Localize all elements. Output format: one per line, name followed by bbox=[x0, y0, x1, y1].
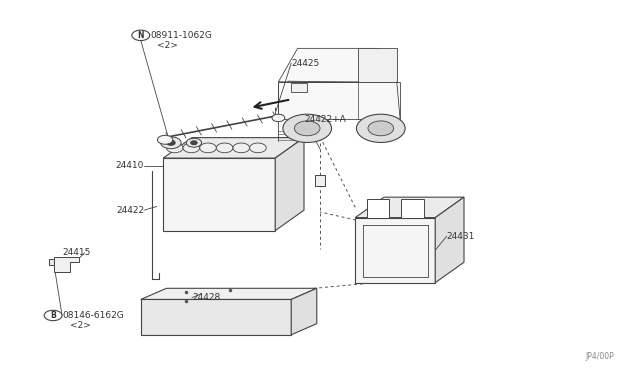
Text: B: B bbox=[51, 311, 56, 320]
Circle shape bbox=[161, 137, 181, 149]
Text: 24428: 24428 bbox=[192, 293, 220, 302]
Polygon shape bbox=[355, 197, 464, 218]
Text: 08146-6162G: 08146-6162G bbox=[63, 311, 124, 320]
Circle shape bbox=[272, 114, 285, 122]
Text: <2>: <2> bbox=[157, 41, 178, 50]
Circle shape bbox=[44, 310, 62, 321]
Text: <2>: <2> bbox=[70, 321, 92, 330]
Circle shape bbox=[183, 143, 200, 153]
Text: 24431: 24431 bbox=[447, 232, 475, 241]
Text: 24422+A: 24422+A bbox=[304, 115, 346, 124]
Circle shape bbox=[200, 143, 216, 153]
Circle shape bbox=[191, 141, 197, 145]
Text: JP4/00P: JP4/00P bbox=[586, 352, 614, 361]
Text: N: N bbox=[138, 31, 144, 40]
Polygon shape bbox=[163, 138, 304, 158]
Circle shape bbox=[283, 114, 332, 142]
Circle shape bbox=[250, 143, 266, 153]
Circle shape bbox=[216, 143, 233, 153]
Bar bbox=[315, 175, 325, 186]
Polygon shape bbox=[275, 138, 304, 231]
Circle shape bbox=[132, 30, 150, 41]
Polygon shape bbox=[278, 82, 400, 119]
Circle shape bbox=[167, 140, 175, 145]
Polygon shape bbox=[291, 83, 307, 92]
Polygon shape bbox=[54, 257, 79, 272]
Circle shape bbox=[233, 143, 250, 153]
Polygon shape bbox=[401, 199, 424, 218]
Circle shape bbox=[157, 135, 173, 144]
Text: 08911-1062G: 08911-1062G bbox=[150, 31, 212, 40]
Polygon shape bbox=[278, 48, 378, 82]
Polygon shape bbox=[141, 288, 317, 299]
Polygon shape bbox=[141, 299, 291, 335]
Polygon shape bbox=[367, 199, 389, 218]
Circle shape bbox=[356, 114, 405, 142]
Text: 24422: 24422 bbox=[116, 206, 144, 215]
Text: 24410: 24410 bbox=[116, 161, 144, 170]
Polygon shape bbox=[435, 197, 464, 283]
Circle shape bbox=[294, 121, 320, 136]
Polygon shape bbox=[163, 158, 275, 231]
Text: 24425: 24425 bbox=[291, 59, 319, 68]
Polygon shape bbox=[49, 259, 54, 265]
Circle shape bbox=[368, 121, 394, 136]
Polygon shape bbox=[291, 288, 317, 335]
Circle shape bbox=[186, 138, 202, 147]
Polygon shape bbox=[355, 218, 435, 283]
Polygon shape bbox=[358, 48, 397, 82]
Text: 24415: 24415 bbox=[63, 248, 91, 257]
Circle shape bbox=[166, 143, 183, 153]
